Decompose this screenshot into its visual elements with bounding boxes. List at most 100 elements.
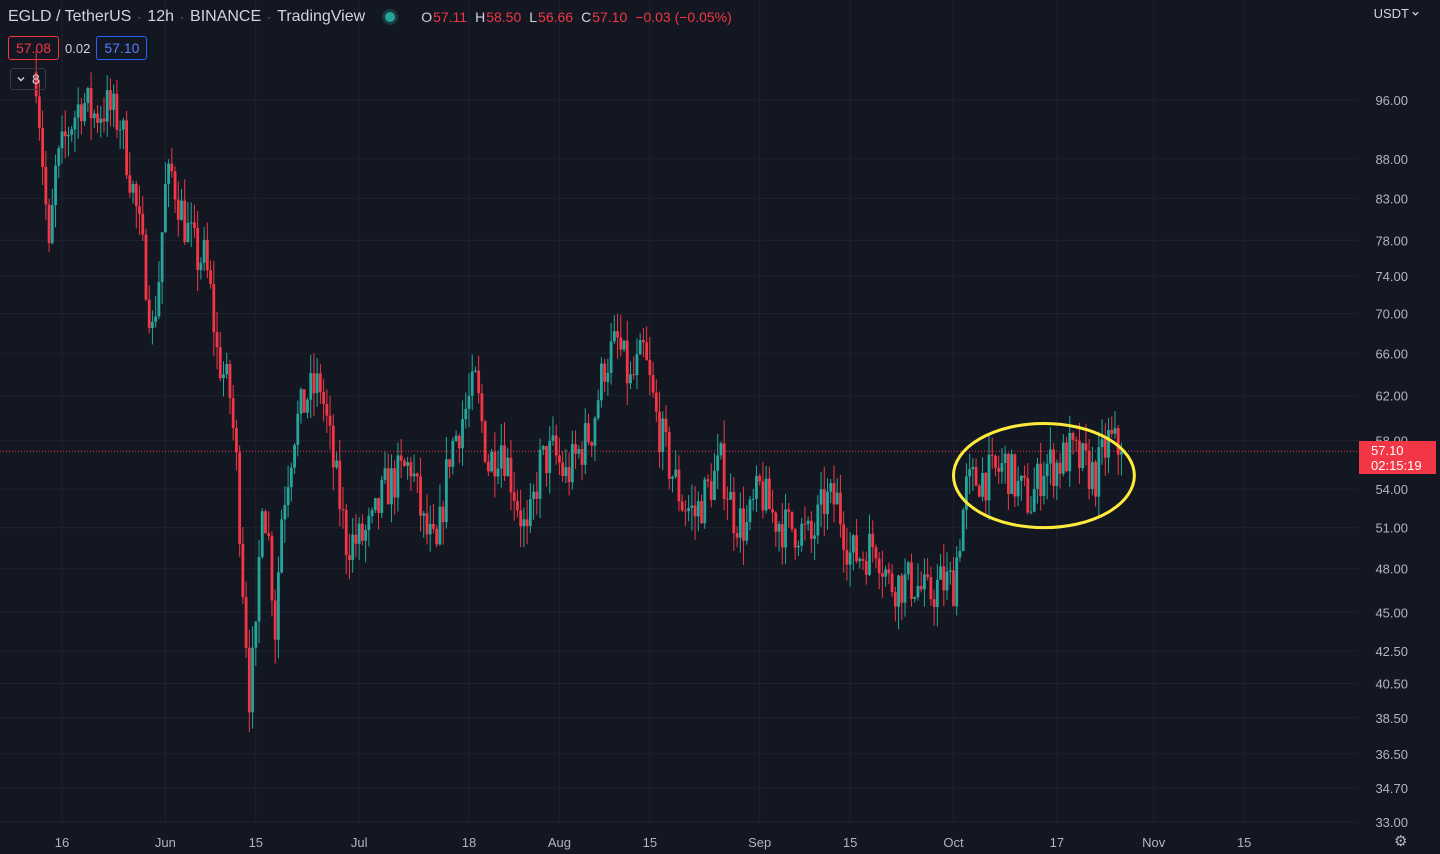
candle-body bbox=[868, 533, 871, 575]
candle-body bbox=[658, 411, 661, 453]
time-axis[interactable]: 16 Jun 15 Jul 18 Aug 15 Sep 15 Oct 17 Nov 15 bbox=[55, 835, 1252, 850]
candle-body bbox=[386, 468, 390, 505]
candle-body bbox=[826, 491, 829, 515]
candle-body bbox=[1094, 462, 1097, 497]
candle-body bbox=[1107, 430, 1110, 458]
candle-body bbox=[625, 340, 629, 384]
candle-body bbox=[57, 148, 61, 166]
candle-body bbox=[344, 509, 348, 556]
candle-body bbox=[209, 270, 212, 284]
candle-body bbox=[280, 519, 284, 573]
candle-body bbox=[790, 511, 794, 530]
candle-body bbox=[270, 536, 274, 601]
candle-body bbox=[709, 481, 713, 500]
candle-body bbox=[1048, 449, 1052, 464]
candle-body bbox=[1110, 430, 1114, 434]
candle-body bbox=[606, 372, 610, 382]
candle-body bbox=[109, 90, 112, 110]
candle-body bbox=[755, 475, 758, 499]
sell-price-button[interactable]: 57.08 bbox=[8, 36, 60, 60]
candle-body bbox=[477, 370, 481, 394]
time-tick-label: 18 bbox=[462, 835, 476, 850]
bar-countdown: 02:15:19 bbox=[1371, 458, 1422, 474]
candle-body bbox=[422, 513, 426, 516]
close-value: 57.10 bbox=[592, 9, 628, 25]
candle-body bbox=[632, 374, 636, 376]
high-key: H bbox=[475, 9, 486, 25]
candle-body bbox=[874, 547, 878, 559]
candle-body bbox=[44, 166, 48, 205]
price-tick-label: 36.50 bbox=[1375, 747, 1408, 762]
candle-body bbox=[373, 498, 377, 511]
candle-body bbox=[1061, 442, 1065, 474]
candle-body bbox=[199, 262, 203, 270]
price-tick-label: 33.00 bbox=[1375, 815, 1408, 830]
candle-body bbox=[331, 425, 335, 468]
candle-body bbox=[787, 509, 791, 512]
candle-body bbox=[506, 457, 510, 476]
spread-value: 0.02 bbox=[65, 40, 91, 56]
indicators-toggle-button[interactable]: 8 bbox=[10, 68, 46, 90]
candle-body bbox=[512, 492, 516, 502]
candle-body bbox=[1065, 442, 1068, 472]
candle-body bbox=[160, 232, 164, 282]
candle-body bbox=[554, 435, 558, 456]
candle-body bbox=[881, 573, 884, 577]
candle-body bbox=[125, 120, 128, 176]
candle-body bbox=[839, 492, 842, 525]
currency-selector[interactable]: USDT bbox=[1374, 6, 1420, 21]
candle-body bbox=[444, 459, 448, 522]
buy-price-button[interactable]: 57.10 bbox=[96, 36, 148, 60]
candle-body bbox=[638, 340, 642, 355]
candle-body bbox=[76, 104, 80, 118]
candle-body bbox=[661, 418, 665, 453]
candle-body bbox=[399, 455, 403, 461]
time-tick-label: Jun bbox=[155, 835, 176, 850]
price-tick-label: 48.00 bbox=[1375, 562, 1408, 577]
highlight-ellipse[interactable] bbox=[951, 421, 1136, 530]
candle-body bbox=[241, 543, 245, 598]
candle-body bbox=[729, 491, 733, 500]
candle-body bbox=[961, 509, 965, 551]
candle-body bbox=[273, 600, 277, 640]
candle-body bbox=[677, 469, 681, 502]
candle-body bbox=[50, 205, 54, 244]
candle-body bbox=[906, 562, 910, 575]
interval[interactable]: 12h bbox=[147, 8, 175, 25]
candle-body bbox=[1010, 454, 1014, 494]
candle-body bbox=[86, 87, 90, 104]
candle-body bbox=[354, 534, 358, 544]
candle-body bbox=[438, 506, 442, 545]
candle-body bbox=[325, 404, 329, 416]
candle-body bbox=[548, 440, 552, 473]
candle-body bbox=[419, 476, 422, 516]
candle-body bbox=[205, 239, 209, 271]
candle-body bbox=[767, 478, 771, 510]
symbol-name[interactable]: EGLD / TetherUS bbox=[8, 8, 132, 25]
candle-body bbox=[816, 504, 820, 536]
candle-body bbox=[525, 519, 529, 527]
gear-icon[interactable]: ⚙ bbox=[1394, 833, 1408, 850]
candle-body bbox=[328, 415, 332, 426]
candle-body bbox=[984, 472, 988, 501]
candle-body bbox=[651, 375, 655, 393]
symbol-legend: EGLD / TetherUS · 12h · BINANCE · Tradin… bbox=[8, 8, 732, 26]
candle-body bbox=[965, 476, 968, 510]
legend-separator: · bbox=[180, 10, 185, 24]
candle-body bbox=[538, 449, 542, 499]
candle-body bbox=[583, 423, 587, 465]
candle-body bbox=[496, 468, 500, 477]
price-tick-label: 40.50 bbox=[1375, 677, 1408, 692]
candle-body bbox=[929, 577, 933, 600]
candle-body bbox=[629, 374, 632, 384]
candle-body bbox=[971, 467, 975, 470]
candle-body bbox=[144, 234, 148, 300]
candle-body bbox=[238, 452, 242, 544]
time-tick-label: Sep bbox=[748, 835, 771, 850]
candle-body bbox=[306, 399, 309, 413]
candle-body bbox=[939, 566, 942, 580]
candle-body bbox=[574, 444, 577, 454]
close-key: C bbox=[581, 9, 592, 25]
